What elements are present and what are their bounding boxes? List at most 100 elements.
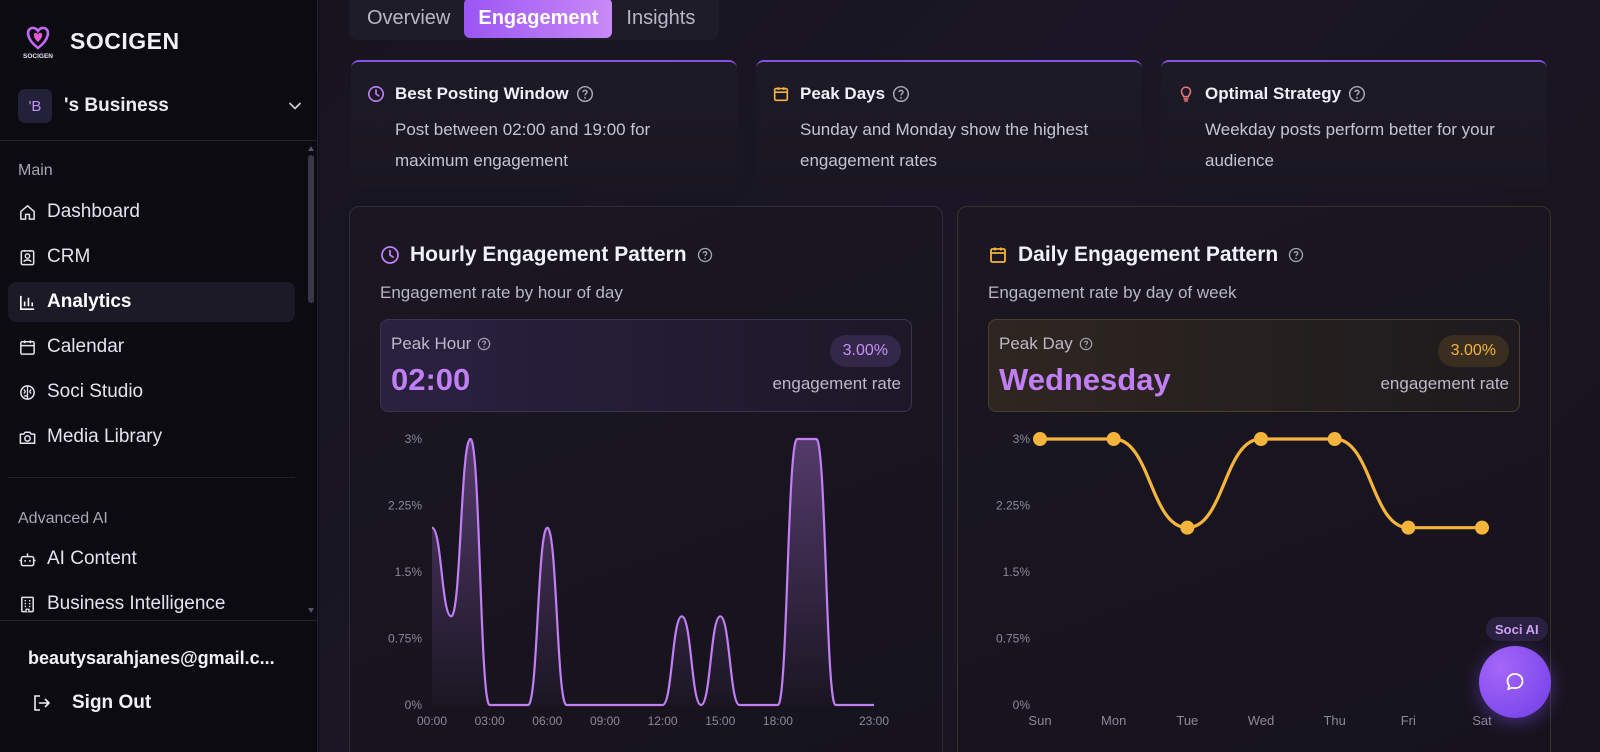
x-tick-label: Mon — [1101, 713, 1126, 728]
help-icon[interactable] — [892, 85, 910, 103]
panel-subtitle: Engagement rate by day of week — [988, 283, 1237, 302]
series-line — [1040, 437, 1482, 530]
sidebar-item-label: AI Content — [47, 548, 137, 569]
y-tick-label: 3% — [405, 432, 423, 446]
data-point[interactable] — [1180, 520, 1195, 535]
brain-icon — [20, 384, 35, 400]
sidebar-item-label: Analytics — [47, 291, 132, 312]
clock-icon — [381, 246, 399, 264]
insight-card-optimal-strategy: Optimal Strategy Weekday posts perform b… — [1161, 60, 1547, 186]
y-tick-label: 3% — [1013, 432, 1031, 446]
daily-engagement-chart: 0% 0.75% 1.5% 2.25% 3% Sun Mon Tue Wed Thu Fri Sat — [996, 432, 1492, 728]
sidebar-item-label: Soci Studio — [47, 381, 144, 402]
daily-engagement-panel: Daily Engagement Pattern Engagement rate… — [957, 206, 1551, 752]
peak-day-box: Peak Day Wednesday 3.00% engagement rate — [988, 319, 1520, 412]
insight-card-best-posting-window: Best Posting Window Post between 02:00 a… — [351, 60, 737, 186]
engagement-rate-label: engagement rate — [772, 374, 901, 393]
data-point[interactable] — [1106, 432, 1121, 446]
tab-overview[interactable]: Overview — [367, 6, 451, 29]
sidebar-item-media-library[interactable]: Media Library — [8, 417, 295, 457]
divider — [0, 620, 318, 621]
x-tick-label: Tue — [1176, 713, 1198, 728]
hourly-engagement-panel: Hourly Engagement Pattern Engagement rat… — [349, 206, 943, 752]
chevron-down-icon — [289, 102, 301, 110]
section-label-advanced-ai: Advanced AI — [18, 510, 108, 527]
help-icon[interactable] — [576, 85, 594, 103]
sidebar-item-calendar[interactable]: Calendar — [8, 327, 295, 367]
sidebar-item-label: Calendar — [47, 336, 125, 357]
x-tick-label: 12:00 — [648, 714, 678, 728]
sidebar-scrollbar-thumb[interactable] — [308, 155, 314, 303]
sidebar-item-label: Media Library — [47, 426, 163, 447]
sidebar: SOCIGEN SOCIGEN 'B 's Business Main Dash… — [0, 0, 318, 752]
business-name: 's Business — [64, 95, 169, 116]
insight-text: Post between 02:00 and 19:00 for maximum… — [395, 120, 651, 170]
logout-icon — [34, 695, 50, 711]
bot-icon — [19, 552, 36, 566]
insight-title: Peak Days — [800, 84, 886, 103]
x-tick-label: 06:00 — [532, 714, 562, 728]
panel-title: Hourly Engagement Pattern — [410, 243, 687, 266]
insight-title: Optimal Strategy — [1205, 84, 1342, 103]
sidebar-item-crm[interactable]: CRM — [8, 237, 295, 277]
divider — [0, 140, 318, 141]
series-line — [430, 437, 874, 707]
section-label-main: Main — [18, 162, 53, 179]
tab-bar: Overview Engagement Insights — [349, 0, 719, 40]
user-email: beautysarahjanes@gmail.c... — [28, 648, 275, 668]
y-tick-label: 0.75% — [996, 632, 1030, 646]
x-tick-label: 18:00 — [763, 714, 793, 728]
sidebar-item-soci-studio[interactable]: Soci Studio — [8, 372, 295, 412]
hourly-engagement-chart: 0% 0.75% 1.5% 2.25% 3% 00:00 03:00 06:00 09:00 12… — [388, 432, 889, 728]
business-switcher[interactable]: 'B 's Business — [18, 88, 302, 124]
scroll-up-arrow-icon — [308, 146, 314, 151]
sidebar-scrollbar[interactable] — [305, 143, 315, 619]
sidebar-nav: Main Dashboard CRM Analytics Calendar So… — [0, 143, 318, 619]
insight-text: Weekday posts perform better for your au… — [1205, 120, 1495, 170]
data-point[interactable] — [1401, 520, 1416, 535]
peak-hour-value: 02:00 — [391, 362, 471, 397]
clock-icon — [367, 85, 385, 103]
data-point[interactable] — [1033, 432, 1047, 446]
data-point[interactable] — [1327, 432, 1342, 446]
area-fill — [432, 439, 874, 705]
sidebar-item-dashboard[interactable]: Dashboard — [8, 192, 295, 232]
x-tick-label: 09:00 — [590, 714, 620, 728]
data-point[interactable] — [1254, 432, 1268, 446]
svg-text:SOCIGEN: SOCIGEN — [23, 53, 53, 60]
sign-out-label: Sign Out — [72, 692, 152, 713]
brand[interactable]: SOCIGEN SOCIGEN — [20, 22, 180, 60]
engagement-badge: 3.00% — [1437, 335, 1509, 367]
sidebar-item-analytics[interactable]: Analytics — [8, 282, 295, 322]
soci-ai-label: Soci AI — [1486, 617, 1548, 641]
contact-card-icon — [20, 249, 35, 265]
y-tick-label: 0.75% — [388, 632, 422, 646]
help-icon[interactable] — [1079, 337, 1093, 351]
socigen-logo-icon: SOCIGEN — [20, 22, 56, 60]
building-icon — [21, 596, 34, 612]
sidebar-item-ai-content[interactable]: AI Content — [8, 539, 295, 579]
business-avatar: 'B — [18, 89, 52, 123]
help-icon[interactable] — [1348, 85, 1366, 103]
y-tick-label: 1.5% — [395, 565, 423, 579]
x-tick-label: Sun — [1028, 713, 1051, 728]
sidebar-item-label: CRM — [47, 246, 91, 267]
insight-title: Best Posting Window — [395, 84, 569, 103]
help-icon[interactable] — [477, 337, 491, 351]
data-point[interactable] — [1475, 520, 1489, 535]
chat-button[interactable] — [1479, 646, 1551, 718]
chat-bubble-icon — [1506, 673, 1524, 691]
tab-insights[interactable]: Insights — [626, 6, 696, 29]
y-tick-label: 0% — [405, 698, 423, 712]
help-icon[interactable] — [1288, 247, 1304, 263]
sidebar-item-label: Dashboard — [47, 201, 140, 222]
home-icon — [20, 204, 35, 220]
sidebar-item-business-intelligence[interactable]: Business Intelligence — [8, 584, 295, 619]
sign-out-button[interactable]: Sign Out — [32, 692, 151, 714]
help-icon[interactable] — [697, 247, 713, 263]
peak-label: Peak Day — [999, 334, 1073, 353]
insight-text: Sunday and Monday show the highest engag… — [800, 120, 1089, 170]
x-tick-label: Sat — [1472, 713, 1492, 728]
tab-engagement[interactable]: Engagement — [464, 0, 613, 38]
bar-chart-icon — [20, 295, 35, 310]
